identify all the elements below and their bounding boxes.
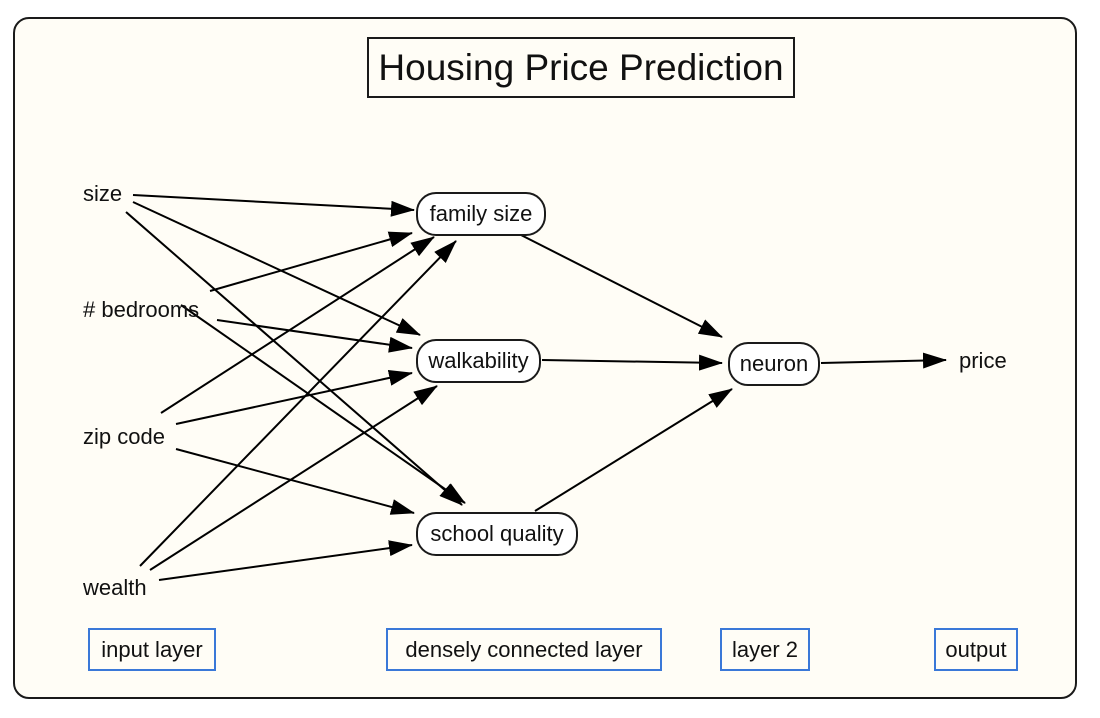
layer-label-dense: densely connected layer [386,628,662,671]
output-price: price [959,348,1007,373]
node-walkability: walkability [416,339,541,383]
edge-arrow [820,352,947,369]
input-wealth: wealth [83,575,147,600]
edge-arrow [132,194,415,217]
node-neuron: neuron [728,342,820,386]
edge-arrow [160,236,435,414]
edge-arrow [534,388,733,512]
node-family-size: family size [416,192,546,236]
diagram-title: Housing Price Prediction [367,37,795,98]
input-bedrooms: # bedrooms [83,297,200,322]
edge-arrow [158,540,413,581]
diagram-frame [13,17,1077,699]
layer-label-layer2: layer 2 [720,628,810,671]
edge-arrow [125,211,463,506]
edge-arrow [541,354,723,371]
edge-arrow [139,240,457,567]
layer-label-output: output [934,628,1018,671]
edge-arrow [180,304,466,504]
node-school-quality: school quality [416,512,578,556]
edges [125,194,947,581]
edge-arrow [209,231,413,292]
edge-arrow [520,234,723,338]
edge-arrow [216,319,413,353]
edge-arrow [149,385,438,571]
edge-arrow [175,448,415,515]
input-zip-code: zip code [83,424,165,449]
layer-label-input: input layer [88,628,216,671]
edge-arrow [175,370,413,425]
edge-arrow [132,201,421,336]
input-size: size [83,181,123,206]
